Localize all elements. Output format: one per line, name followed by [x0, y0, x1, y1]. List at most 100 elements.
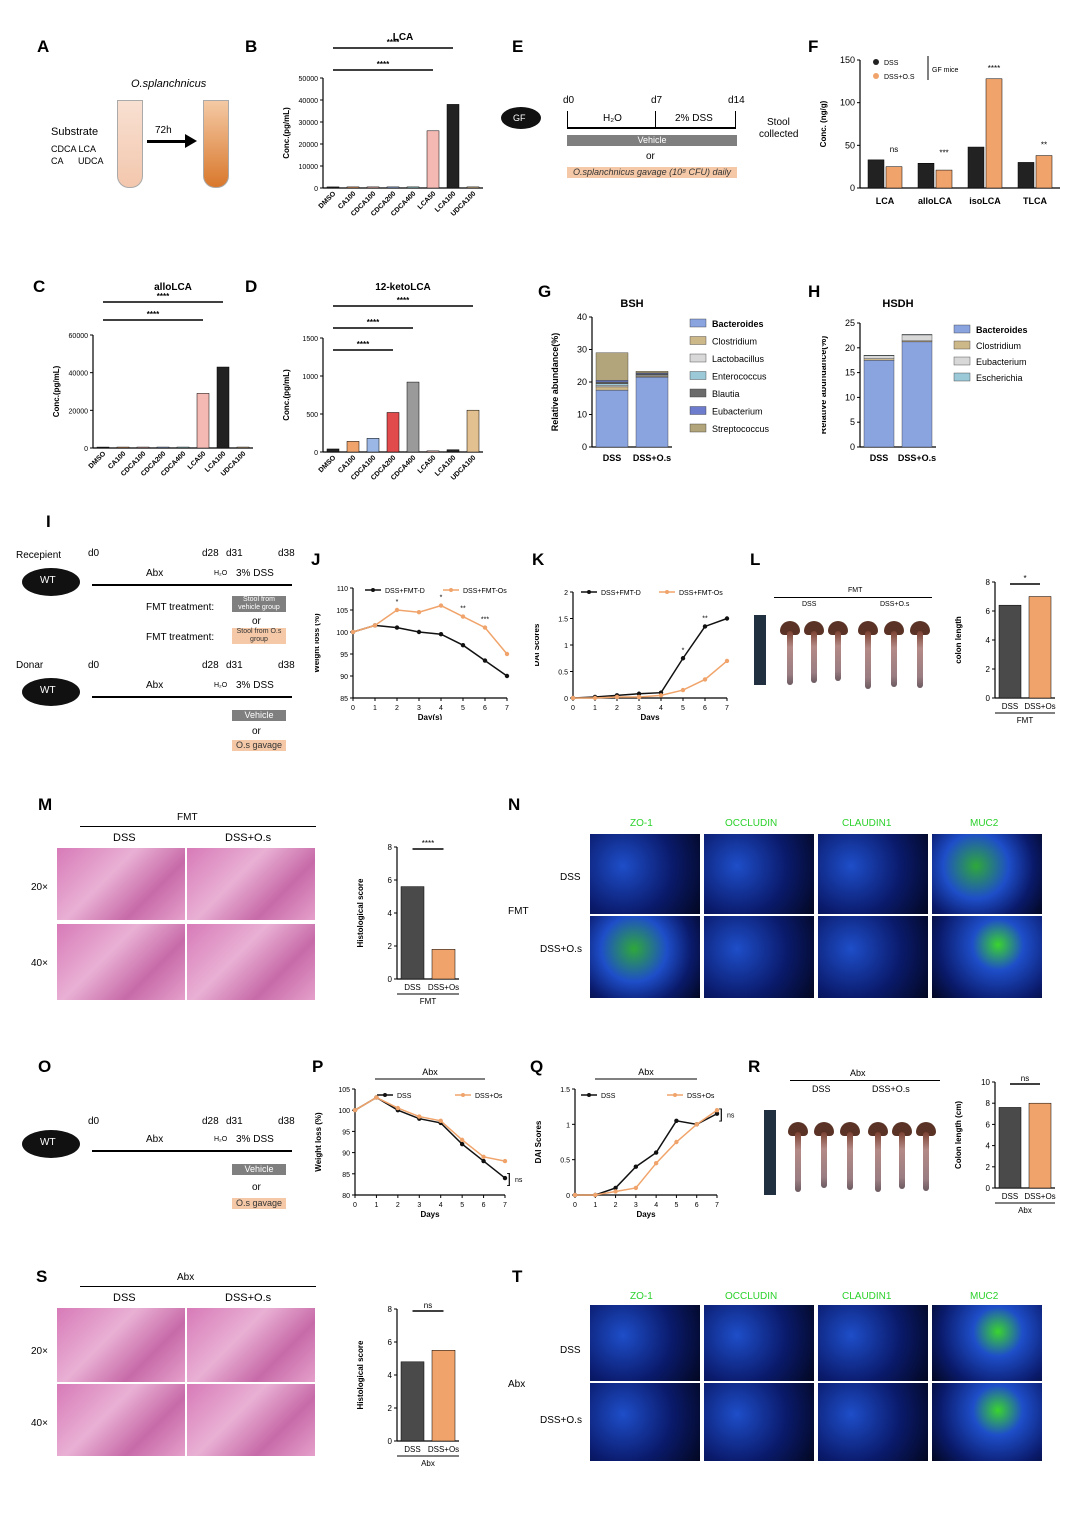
- x-tick-label: 7: [715, 1202, 719, 1209]
- bar-dss+o.s: [1035, 155, 1053, 189]
- histology-image: [57, 924, 185, 1000]
- dssos-label: DSS+O.s: [880, 601, 910, 608]
- legend-swatch: [953, 372, 971, 382]
- organism-label: O.splanchnicus: [131, 78, 207, 90]
- bar-dss: [400, 1361, 425, 1442]
- legend-label: Eubacterium: [976, 357, 1027, 367]
- y-tick-label: 0: [84, 446, 88, 453]
- legend-label: Enterococcus: [712, 372, 767, 382]
- bar-dss+o.s: [985, 78, 1003, 189]
- abx-label: Abx: [146, 1134, 164, 1145]
- series-line-dss+fmt-d: [352, 624, 508, 677]
- colon-cap: [804, 621, 824, 635]
- bar-segment-enterococcus: [595, 383, 629, 386]
- colon-sample: [811, 631, 817, 683]
- substrate-line2: CA UDCA: [51, 156, 104, 166]
- bar-dss+os: [1028, 596, 1052, 699]
- mouse-icon: [22, 678, 80, 706]
- fluorescence-image: [932, 1305, 1042, 1381]
- mouse-icon: [22, 1130, 80, 1158]
- chart-g-bsh: BSH 0 10 20 30 40 Relative abundance(%) DSS DSS+…: [550, 298, 770, 463]
- legend-swatch: [953, 324, 971, 334]
- header-line: [80, 826, 316, 827]
- significance-mark: ****: [377, 60, 390, 69]
- x-tick-label: 1: [374, 1202, 378, 1209]
- y-axis-label: Relative abundance(%): [550, 333, 560, 432]
- row-dss: DSS: [560, 1345, 581, 1356]
- bar-dss+o.s: [935, 169, 953, 189]
- fluorescence-image: [704, 916, 814, 998]
- mag-40x: 40×: [31, 1418, 48, 1429]
- data-point: [374, 1095, 379, 1100]
- significance-mark: ****: [147, 310, 160, 319]
- data-point: [482, 625, 488, 630]
- panel-a-schematic: O.splanchnicus 72h Substrate CDCA LCA CA…: [45, 70, 255, 200]
- data-point: [459, 1141, 465, 1147]
- data-point: [613, 1189, 618, 1194]
- bar-segment-streptococcus: [595, 352, 629, 381]
- y-tick-label: 2: [986, 1163, 991, 1172]
- x-axis-label: Days: [420, 1210, 440, 1219]
- y-tick-label: 1: [566, 1122, 570, 1129]
- data-point: [438, 632, 444, 637]
- series-line-dss+fmt-os: [352, 604, 508, 655]
- y-tick-label: 95: [342, 1129, 350, 1136]
- colon-sample: [865, 631, 871, 689]
- legend-swatch: [689, 336, 707, 345]
- bar-lca100: [446, 104, 460, 189]
- bar-lca100: [216, 366, 230, 449]
- chart-title: Abx: [638, 1067, 654, 1077]
- group-label: FMT: [1017, 716, 1034, 725]
- chart-b-lca: LCA 0 10000 20000 30000 40000 50000 Conc.(pg/mL…: [282, 32, 483, 218]
- y-axis-label: Conc.(pg/mL): [52, 365, 61, 417]
- y-tick-label: 20000: [69, 408, 89, 415]
- mag-40x: 40×: [31, 958, 48, 969]
- bar-dss: [998, 1107, 1022, 1189]
- day-d31: d31: [226, 548, 243, 559]
- y-tick-label: 20000: [299, 142, 319, 149]
- y-tick-label: 100: [840, 98, 855, 108]
- y-tick-label: 2: [986, 665, 991, 674]
- series-line-dss+fmt-d: [572, 617, 728, 699]
- dss-label: 3% DSS: [236, 680, 274, 691]
- label-J: J: [311, 550, 321, 569]
- fmt-label-1: FMT treatment:: [146, 602, 215, 613]
- timeline-axis: [92, 1150, 292, 1152]
- fmt-header: FMT: [848, 587, 863, 594]
- panel-s-histology: Abx DSS DSS+O.s 20× 40×: [25, 1270, 325, 1460]
- dssos-label: DSS+O.s: [872, 1084, 910, 1094]
- time-label: 72h: [155, 125, 172, 136]
- x-tick-label: 3: [637, 705, 641, 712]
- colon-sample: [923, 1132, 929, 1191]
- significance-mark: *: [1023, 574, 1026, 583]
- y-tick-label: 1: [564, 643, 568, 650]
- substrate-label: Substrate: [51, 126, 99, 138]
- label-A: A: [37, 37, 50, 56]
- stool-os-box: Stool from O.s group: [232, 628, 286, 644]
- y-tick-label: 4: [388, 1371, 393, 1380]
- water-label: H₂O: [214, 1136, 228, 1143]
- legend-label: Blautia: [712, 389, 740, 399]
- y-tick-label: 50: [845, 140, 855, 150]
- bar-udca100: [466, 409, 480, 453]
- data-point: [636, 691, 642, 696]
- colon-cap: [788, 1122, 808, 1136]
- x-tick-label: 2: [614, 1202, 618, 1209]
- stool-vehicle-box: Stool from vehicle group: [232, 596, 286, 612]
- y-tick-label: 8: [388, 1305, 393, 1314]
- bar-dss: [998, 604, 1022, 699]
- y-tick-label: 2: [564, 590, 568, 597]
- y-axis-label: colon length: [955, 616, 963, 664]
- legend-marker: [587, 590, 591, 594]
- bar-ca100: [346, 186, 360, 189]
- bar-ca100: [116, 446, 130, 449]
- day-d28: d28: [202, 1116, 219, 1127]
- y-tick-label: 6: [388, 876, 393, 885]
- y-tick-label: 0: [388, 975, 393, 984]
- legend-marker: [587, 1093, 591, 1097]
- x-tick-label: alloLCA: [918, 196, 953, 206]
- significance-mark: *: [396, 599, 399, 606]
- bar-dss: [917, 163, 935, 189]
- colon-sample: [899, 1132, 905, 1189]
- water-label: H₂O: [214, 570, 228, 577]
